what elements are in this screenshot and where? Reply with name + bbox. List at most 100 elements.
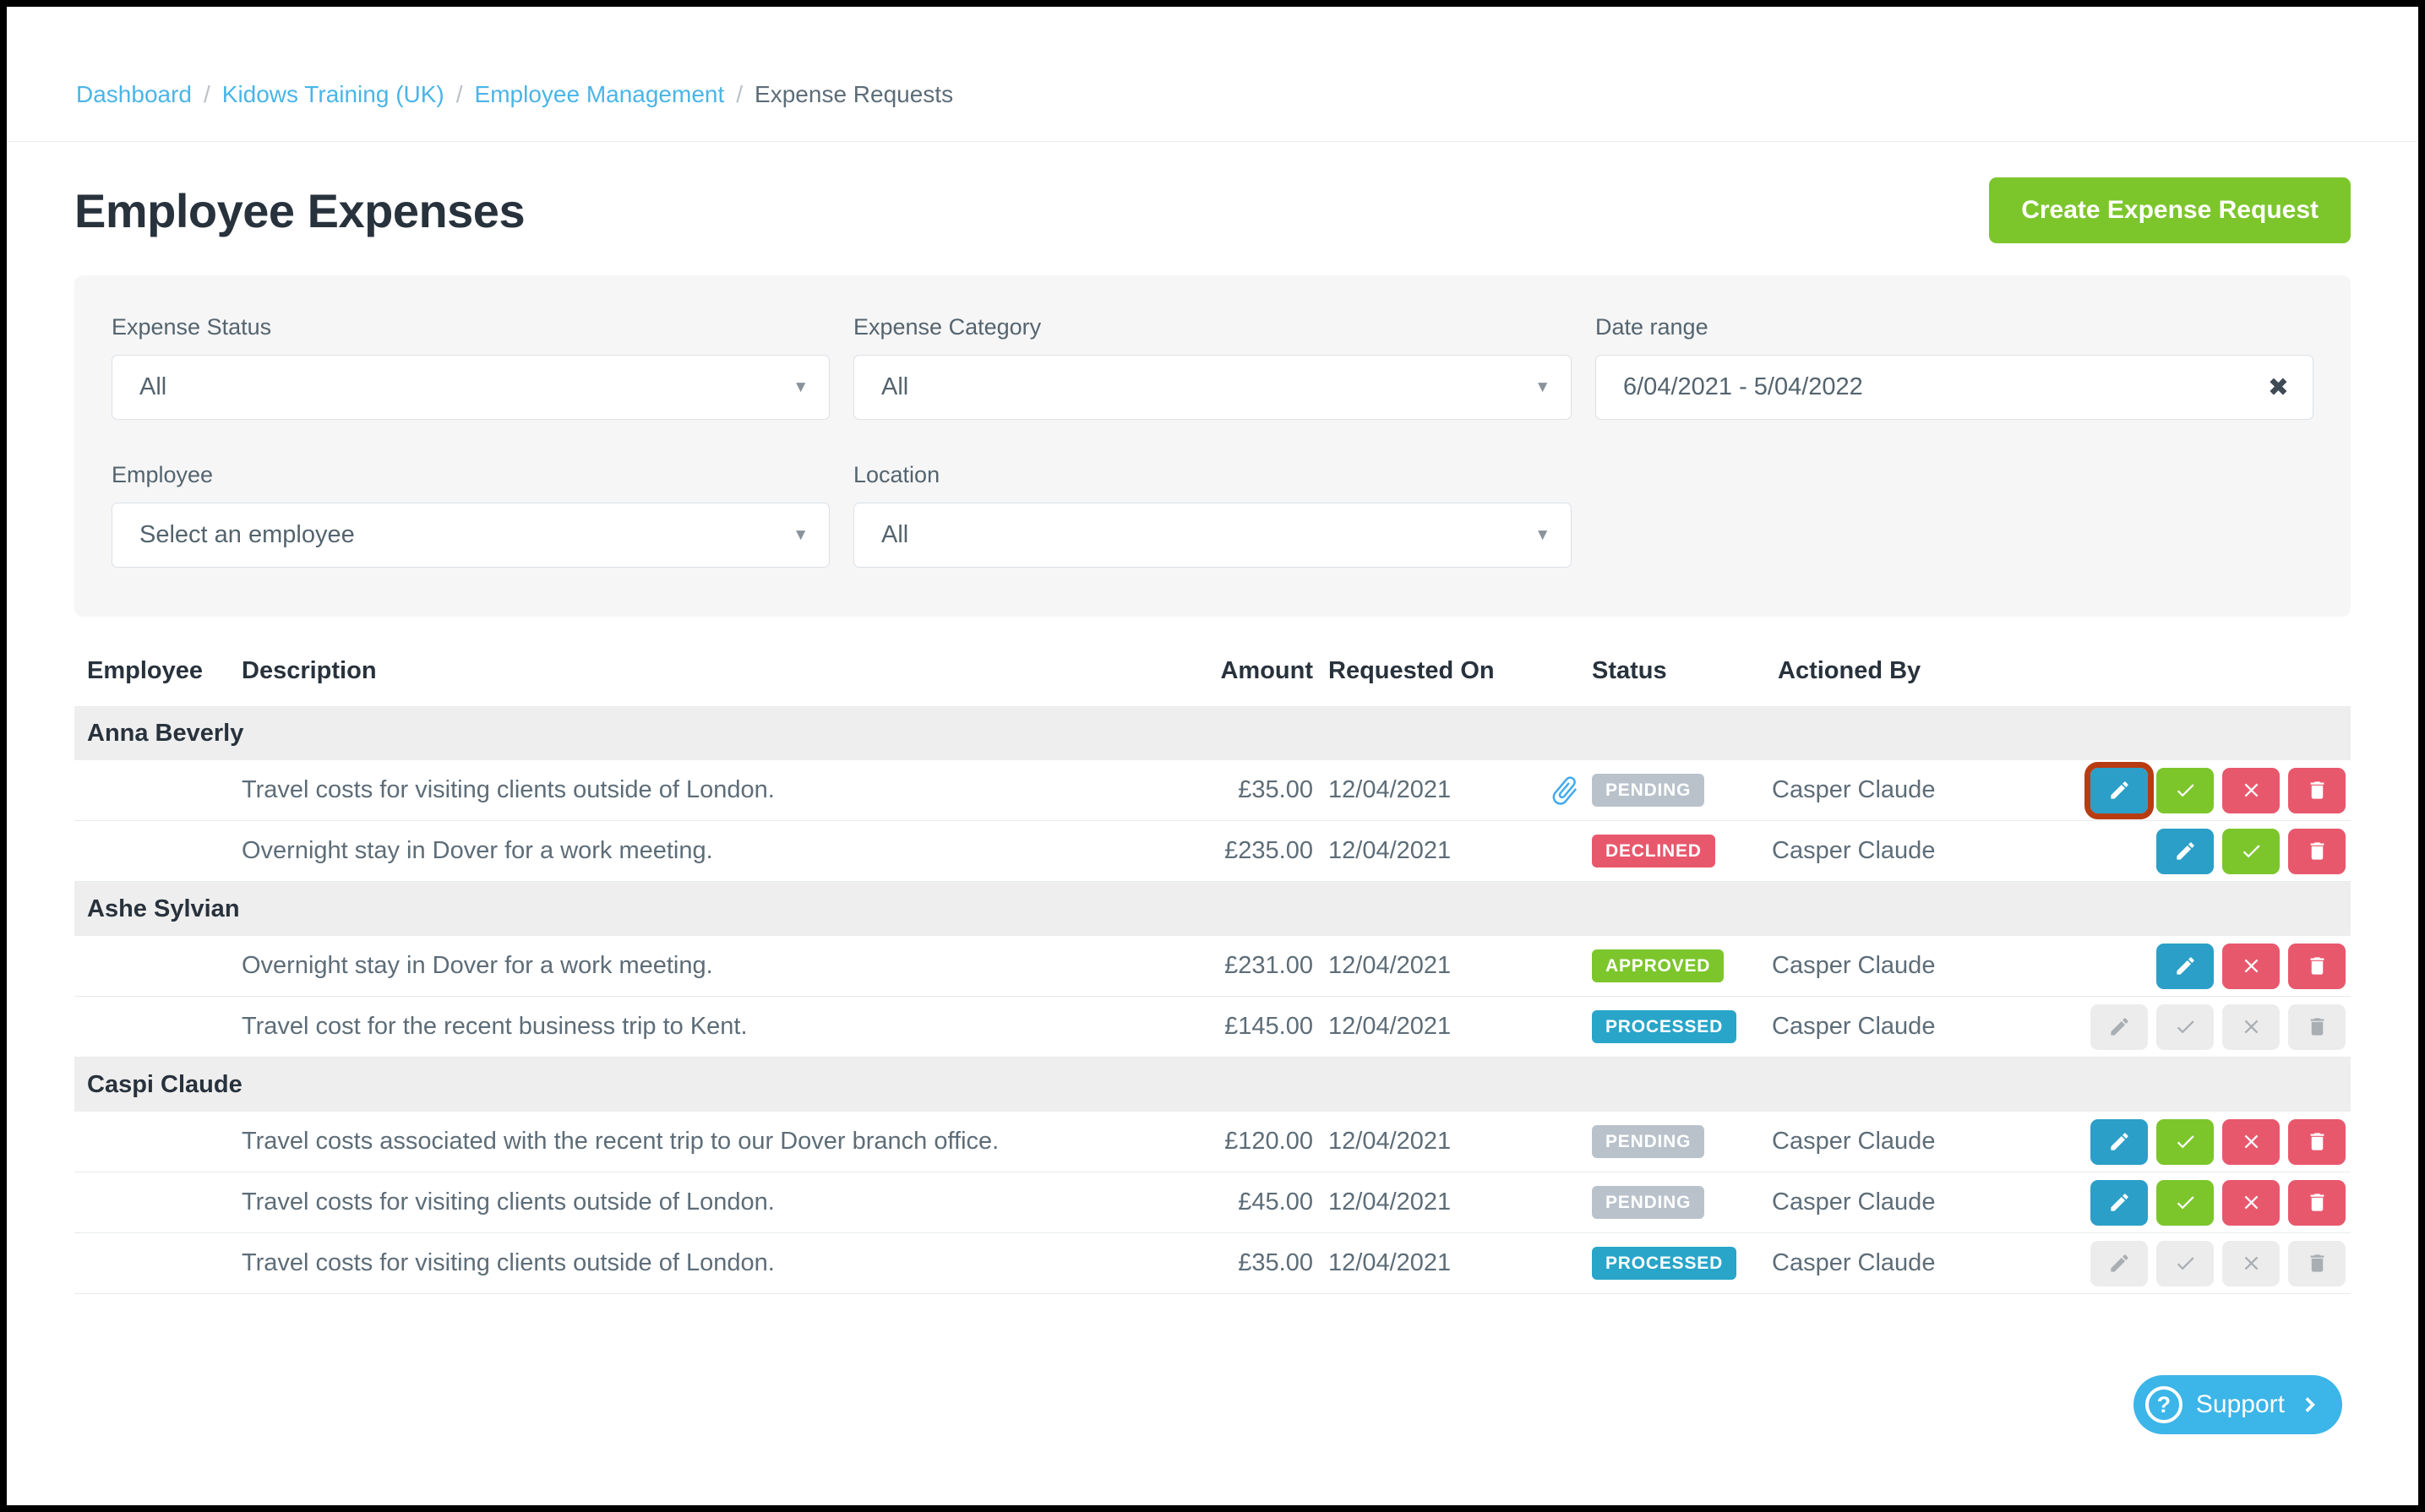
expense-category-select[interactable]: All ▼ xyxy=(853,355,1572,420)
status-badge: PENDING xyxy=(1592,1125,1705,1158)
row-actions xyxy=(1966,761,2351,819)
date-range-label: Date range xyxy=(1595,314,1708,340)
expense-status-select[interactable]: All ▼ xyxy=(112,355,830,420)
decline-icon xyxy=(2240,1252,2263,1275)
edit-icon xyxy=(2174,840,2197,862)
edit-button[interactable] xyxy=(2090,1118,2148,1165)
edit-button[interactable] xyxy=(2156,828,2214,874)
date-range-input[interactable]: 6/04/2021 - 5/04/2022 ✖ xyxy=(1595,355,2313,420)
employee-group-row: Caspi Claude xyxy=(74,1058,2351,1112)
delete-icon xyxy=(2306,1252,2329,1275)
expense-status-cell: DECLINED xyxy=(1531,835,1772,867)
delete-button[interactable] xyxy=(2288,1179,2346,1226)
attachment-icon[interactable] xyxy=(1548,774,1582,808)
row-actions xyxy=(1966,943,2351,989)
status-badge: DECLINED xyxy=(1592,835,1715,867)
main-content: Employee Expenses Create Expense Request… xyxy=(7,177,2418,1294)
create-expense-request-button[interactable]: Create Expense Request xyxy=(1989,177,2351,243)
row-actions xyxy=(1966,1003,2351,1050)
expense-status-cell: PROCESSED xyxy=(1531,1247,1772,1280)
expense-description: Travel costs for visiting clients outsid… xyxy=(242,1188,775,1216)
approve-button xyxy=(2156,1240,2214,1286)
table-body: Anna Beverly Travel costs for visiting cl… xyxy=(74,706,2351,1294)
row-actions xyxy=(1966,1240,2351,1286)
approve-button[interactable] xyxy=(2156,767,2214,813)
chevron-down-icon: ▼ xyxy=(793,525,809,544)
breadcrumb: Dashboard / Kidows Training (UK) / Emplo… xyxy=(76,81,2349,108)
delete-button[interactable] xyxy=(2288,943,2346,989)
expense-status-field: Expense Status All ▼ xyxy=(112,314,830,420)
expense-amount: £120.00 xyxy=(1224,1128,1313,1155)
support-label: Support xyxy=(2195,1390,2285,1418)
location-label: Location xyxy=(853,462,940,487)
breadcrumb-link-dashboard[interactable]: Dashboard xyxy=(76,81,192,107)
approve-button[interactable] xyxy=(2222,828,2280,874)
expense-status-cell: PENDING xyxy=(1531,1186,1772,1219)
status-badge: PROCESSED xyxy=(1592,1010,1737,1043)
employee-field: Employee Select an employee ▼ xyxy=(112,462,830,568)
edit-icon xyxy=(2108,1015,2131,1038)
expense-requested-on: 12/04/2021 xyxy=(1328,837,1452,864)
expense-amount: £35.00 xyxy=(1238,776,1313,803)
delete-icon xyxy=(2306,1130,2329,1153)
approve-button[interactable] xyxy=(2156,1179,2214,1226)
approve-icon xyxy=(2174,1252,2197,1275)
approve-button[interactable] xyxy=(2156,1118,2214,1165)
filter-spacer xyxy=(1595,462,2313,568)
decline-button[interactable] xyxy=(2222,767,2280,813)
edit-icon xyxy=(2108,1191,2131,1214)
employee-group-name: Caspi Claude xyxy=(87,1070,243,1098)
expense-amount: £235.00 xyxy=(1224,837,1313,864)
expense-status-cell: PENDING xyxy=(1531,774,1772,807)
decline-icon xyxy=(2240,955,2263,977)
expense-actioned-by: Casper Claude xyxy=(1772,952,1936,979)
location-select[interactable]: All ▼ xyxy=(853,503,1572,568)
edit-button[interactable] xyxy=(2090,1179,2148,1226)
delete-button[interactable] xyxy=(2288,828,2346,874)
edit-button[interactable] xyxy=(2084,761,2154,819)
expense-description: Overnight stay in Dover for a work meeti… xyxy=(242,837,713,864)
approve-icon xyxy=(2174,1015,2197,1038)
header-status: Status xyxy=(1592,656,1667,684)
expense-description: Travel costs for visiting clients outsid… xyxy=(242,1249,775,1276)
employee-group-row: Anna Beverly xyxy=(74,706,2351,760)
header-description: Description xyxy=(242,656,377,684)
edit-icon xyxy=(2108,1130,2131,1153)
edit-icon xyxy=(2174,955,2197,977)
breadcrumb-current-page: Expense Requests xyxy=(755,81,954,107)
employee-group-name: Ashe Sylvian xyxy=(87,895,240,922)
clear-date-icon[interactable]: ✖ xyxy=(2267,373,2289,401)
expense-actioned-by: Casper Claude xyxy=(1772,1249,1936,1276)
employee-label: Employee xyxy=(112,462,214,487)
approve-icon xyxy=(2174,1130,2197,1153)
edit-icon xyxy=(2108,779,2131,802)
delete-button[interactable] xyxy=(2288,1118,2346,1165)
decline-icon xyxy=(2240,1015,2263,1038)
header-amount: Amount xyxy=(1220,656,1313,684)
status-badge: PROCESSED xyxy=(1592,1247,1737,1280)
chevron-down-icon: ▼ xyxy=(793,378,809,396)
delete-button[interactable] xyxy=(2288,767,2346,813)
breadcrumb-link-employee-management[interactable]: Employee Management xyxy=(474,81,725,107)
expense-category-label: Expense Category xyxy=(853,314,1042,340)
decline-icon xyxy=(2240,1191,2263,1214)
breadcrumb-link-kidows-training[interactable]: Kidows Training (UK) xyxy=(221,81,444,107)
edit-button[interactable] xyxy=(2156,943,2214,989)
breadcrumb-separator: / xyxy=(736,81,744,107)
expense-row: Overnight stay in Dover for a work meeti… xyxy=(74,821,2351,882)
chevron-down-icon: ▼ xyxy=(1534,378,1550,396)
decline-icon xyxy=(2240,779,2263,802)
delete-button xyxy=(2288,1240,2346,1286)
expense-row: Travel costs associated with the recent … xyxy=(74,1112,2351,1172)
expense-requested-on: 12/04/2021 xyxy=(1328,1249,1452,1276)
edit-button xyxy=(2090,1240,2148,1286)
decline-button[interactable] xyxy=(2222,943,2280,989)
support-button[interactable]: ? Support xyxy=(2133,1375,2342,1434)
decline-button[interactable] xyxy=(2222,1179,2280,1226)
row-actions xyxy=(1966,828,2351,874)
employee-select[interactable]: Select an employee ▼ xyxy=(112,503,830,568)
location-field: Location All ▼ xyxy=(853,462,1572,568)
expense-amount: £231.00 xyxy=(1224,952,1313,979)
edit-icon xyxy=(2108,1252,2131,1275)
decline-button[interactable] xyxy=(2222,1118,2280,1165)
